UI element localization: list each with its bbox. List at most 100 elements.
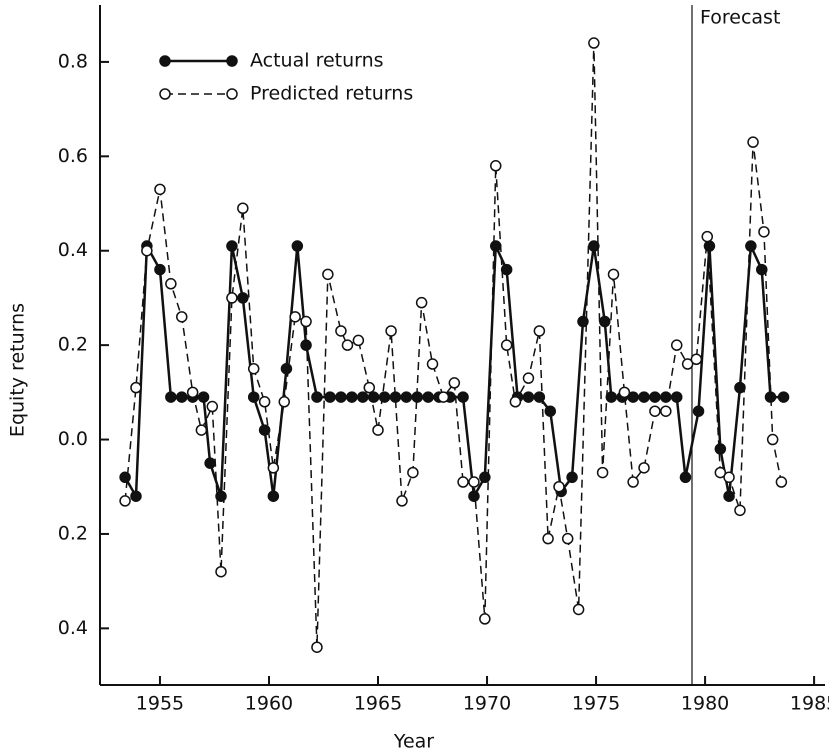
data-point [237, 292, 249, 304]
data-point [479, 471, 491, 484]
data-point [165, 391, 177, 403]
data-point [226, 292, 238, 304]
data-point [407, 466, 419, 479]
data-point [130, 381, 142, 394]
data-point [679, 471, 692, 484]
data-point [468, 490, 480, 502]
data-point [500, 263, 513, 276]
data-point [335, 391, 347, 403]
data-point [154, 263, 166, 276]
data-point [577, 315, 589, 328]
data-point [415, 296, 428, 309]
data-point [553, 480, 565, 493]
data-point [649, 391, 661, 403]
data-point [660, 391, 672, 403]
data-point [509, 396, 522, 408]
data-point [311, 391, 323, 403]
data-point [457, 476, 469, 488]
data-point [607, 268, 620, 281]
data-point [701, 230, 714, 243]
data-point [324, 391, 336, 403]
data-point [396, 495, 408, 507]
data-point [723, 490, 735, 502]
data-point [141, 244, 153, 257]
data-point [522, 372, 535, 384]
data-point [542, 532, 554, 545]
data-point [599, 315, 611, 328]
data-point [300, 315, 312, 328]
data-point [756, 263, 768, 276]
data-point [561, 532, 574, 545]
data-point [215, 565, 227, 578]
data-point [777, 391, 790, 403]
legend-marker [159, 88, 171, 100]
y-tick-label: 0.2 [58, 334, 88, 356]
data-point [176, 391, 188, 403]
data-point [267, 490, 280, 502]
data-point [618, 386, 631, 399]
data-point [479, 613, 491, 625]
data-point [437, 391, 450, 403]
data-point [627, 476, 639, 488]
data-point [758, 226, 770, 238]
data-point [649, 405, 661, 417]
x-tick-label: 1960 [245, 693, 293, 715]
series-line [123, 241, 784, 501]
legend-marker [226, 55, 238, 67]
x-tick-label: 1970 [463, 693, 511, 715]
data-point [322, 268, 334, 281]
y-tick-label: 0.8 [58, 50, 88, 72]
data-point [119, 495, 131, 507]
data-point [291, 240, 304, 252]
x-tick-label: 1985 [790, 693, 829, 715]
data-point [206, 400, 219, 413]
data-point [119, 471, 131, 484]
data-point [500, 339, 513, 351]
forecast-annotation: Forecast [700, 7, 780, 29]
data-point [289, 311, 301, 323]
data-point [747, 136, 759, 148]
data-point [457, 391, 469, 403]
data-point [176, 311, 188, 323]
data-point [130, 490, 142, 502]
data-point [605, 391, 618, 403]
data-point [311, 641, 323, 653]
data-point [267, 462, 280, 474]
data-point [714, 443, 727, 455]
x-tick-label: 1955 [136, 693, 184, 715]
data-point [335, 325, 347, 337]
data-point [533, 325, 546, 337]
y-axis-label: Equity returns [7, 303, 29, 437]
data-point [422, 391, 434, 403]
data-point [186, 386, 199, 399]
data-point [300, 339, 312, 351]
data-point [544, 405, 557, 417]
data-point [714, 466, 727, 479]
data-point [385, 325, 397, 337]
data-point [572, 603, 585, 616]
data-point [278, 396, 290, 408]
data-point [197, 391, 210, 403]
data-point [627, 391, 639, 403]
data-point [247, 362, 260, 375]
data-point [775, 476, 788, 488]
data-point [154, 183, 166, 196]
data-point [400, 391, 413, 403]
data-point [258, 396, 271, 408]
x-tick-label: 1975 [572, 693, 620, 715]
y-tick-label: 0.6 [58, 145, 88, 167]
data-point [247, 391, 260, 403]
data-point [692, 405, 705, 417]
data-point [670, 391, 683, 403]
x-axis-label: Year [393, 731, 434, 753]
data-point [596, 466, 609, 479]
data-point [226, 240, 238, 252]
data-point [468, 476, 480, 488]
data-point [638, 391, 650, 403]
legend-label: Predicted returns [250, 83, 413, 105]
y-tick-label: 0.4 [58, 239, 88, 261]
y-tick-label: 0.4 [58, 617, 88, 639]
data-point [346, 391, 358, 403]
data-point [356, 391, 369, 403]
